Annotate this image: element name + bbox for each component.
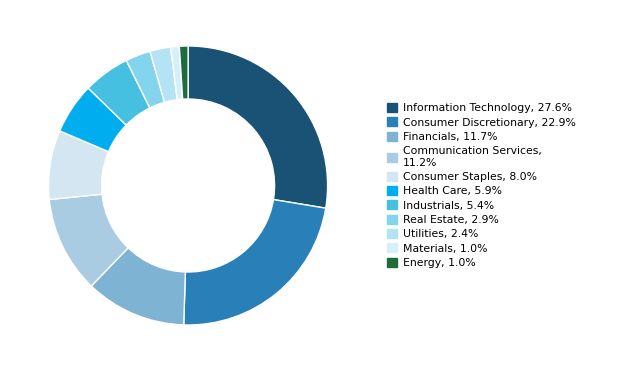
- Wedge shape: [126, 51, 164, 108]
- Wedge shape: [188, 46, 327, 208]
- Wedge shape: [150, 47, 177, 102]
- Wedge shape: [60, 88, 126, 152]
- Legend: Information Technology, 27.6%, Consumer Discretionary, 22.9%, Financials, 11.7%,: Information Technology, 27.6%, Consumer …: [386, 101, 577, 270]
- Wedge shape: [49, 131, 108, 200]
- Wedge shape: [179, 46, 188, 99]
- Wedge shape: [184, 200, 326, 325]
- Wedge shape: [92, 248, 186, 325]
- Wedge shape: [88, 60, 150, 125]
- Wedge shape: [171, 46, 182, 100]
- Wedge shape: [50, 194, 128, 286]
